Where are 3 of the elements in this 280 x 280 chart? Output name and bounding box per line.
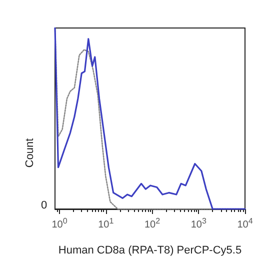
x-axis-title: Human CD8a (RPA-T8) PerCP-Cy5.5	[58, 244, 242, 256]
y-axis-title: Count	[24, 138, 36, 168]
text: 0	[41, 200, 48, 212]
